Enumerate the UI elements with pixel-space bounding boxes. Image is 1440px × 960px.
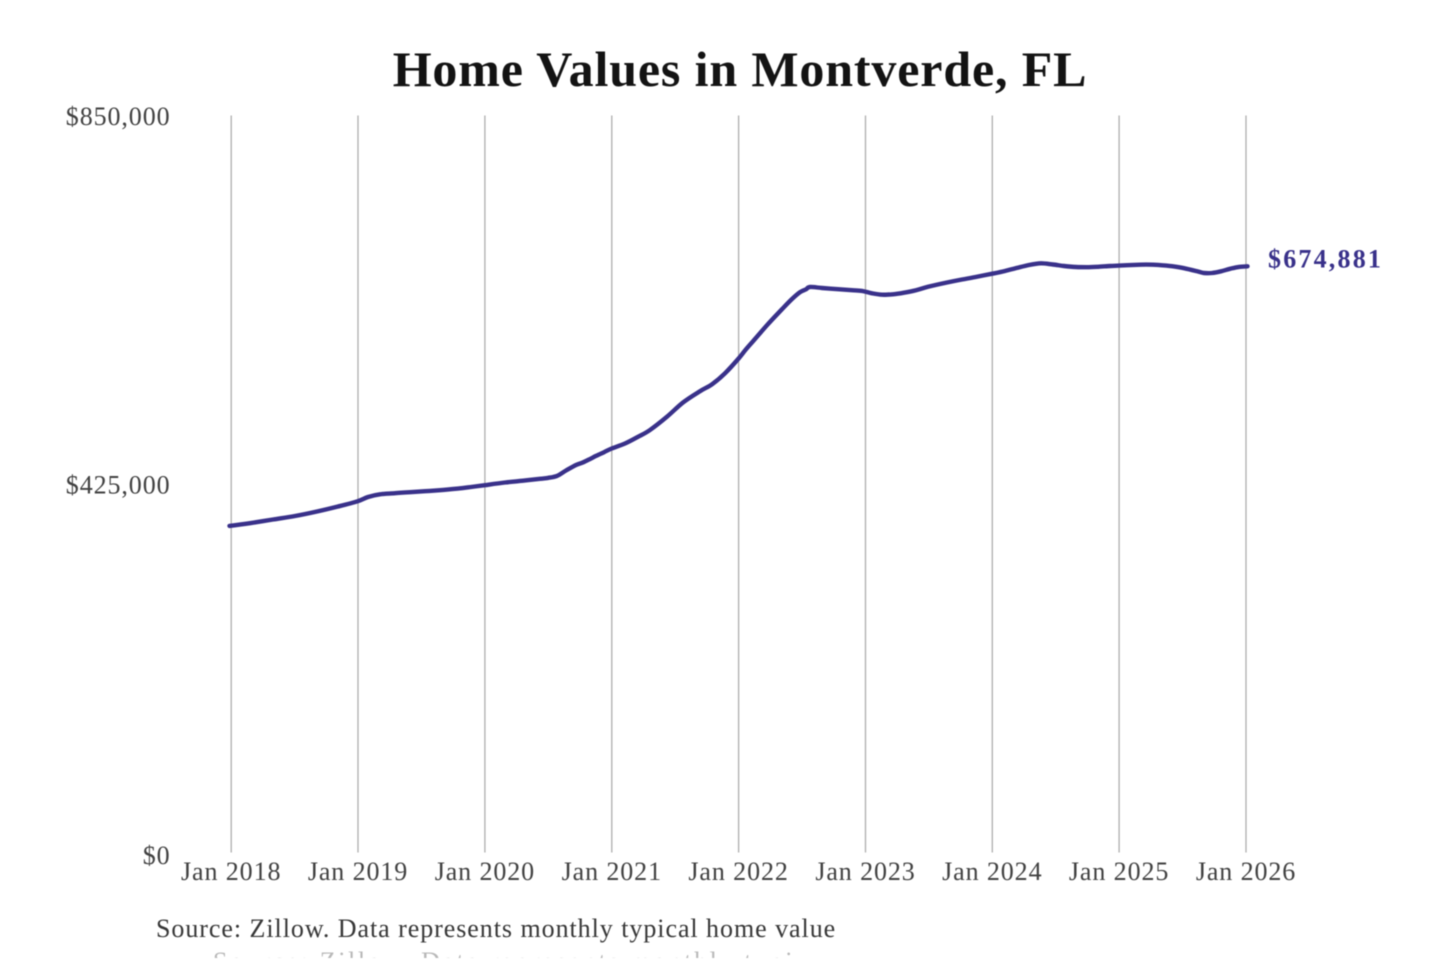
svg-text:Home Values in Montverde, FL: Home Values in Montverde, FL [393,41,1088,97]
svg-text:$674,881: $674,881 [1268,245,1383,274]
svg-text:Jan 2023: Jan 2023 [815,857,915,886]
svg-text:Source: Zillow. Data represent: Source: Zillow. Data represents monthly … [213,947,833,960]
svg-text:Jan 2022: Jan 2022 [688,857,788,886]
svg-text:Jan 2018: Jan 2018 [181,857,281,886]
svg-text:Jan 2020: Jan 2020 [435,857,535,886]
svg-text:Jan 2025: Jan 2025 [1069,857,1169,886]
svg-text:Jan 2019: Jan 2019 [308,857,408,886]
svg-text:Jan 2021: Jan 2021 [562,857,662,886]
svg-text:Jan 2024: Jan 2024 [942,857,1042,886]
svg-text:$850,000: $850,000 [66,102,171,131]
svg-text:$0: $0 [143,841,171,870]
svg-text:$425,000: $425,000 [66,471,171,500]
svg-text:Source: Zillow. Data represent: Source: Zillow. Data represents monthly … [156,914,836,943]
svg-text:Jan 2026: Jan 2026 [1196,857,1296,886]
